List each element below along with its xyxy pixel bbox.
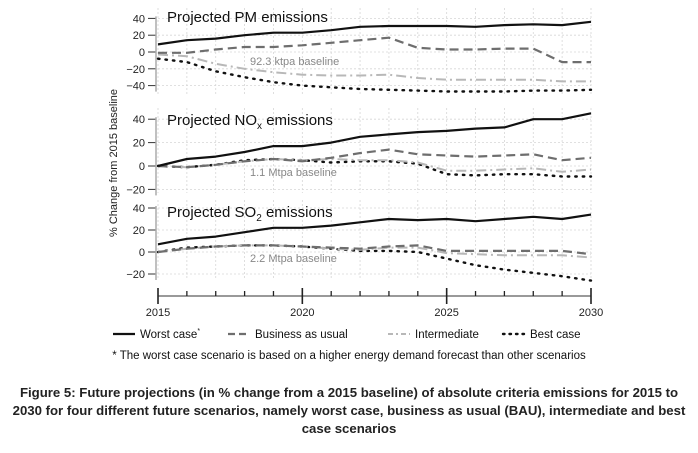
panel-3: 40 20 0 −20 Projected SO2 emissions 2.2 Mtpa …: [126, 200, 593, 282]
y-tick-label: 20: [133, 30, 145, 42]
legend: Worst case* Business as usual Intermediate…: [113, 328, 581, 341]
series-line-worst: [157, 20, 592, 46]
series-line-bau: [157, 148, 592, 169]
series-line-best: [156, 57, 593, 93]
panel-title: Projected NOx emissions: [167, 112, 333, 132]
x-axis: 2015 2020 2025 2030: [146, 288, 603, 319]
baseline-label: 1.1 Mtpa baseline: [250, 167, 337, 179]
panel-1: 40 20 0 −20 −40 Projected PM emissions 92.3 kt…: [126, 8, 593, 95]
x-tick-label: 2015: [146, 307, 170, 319]
y-tick-label: −20: [126, 184, 145, 196]
legend-label: Best case: [530, 329, 581, 341]
x-tick-label: 2025: [434, 307, 458, 319]
panel-title: Projected SO2 emissions: [167, 204, 333, 224]
legend-label: Intermediate: [415, 329, 479, 341]
y-tick-label: −20: [126, 269, 145, 281]
legend-label: Business as usual: [255, 329, 348, 341]
panel-2: 40 20 0 −20 Projected NOx emissions 1.1 Mtpa …: [126, 108, 593, 196]
series-line-best: [156, 157, 593, 178]
series-line-bau: [158, 36, 591, 64]
series-line-best: [156, 244, 593, 282]
y-tick-label: 0: [139, 47, 145, 59]
chart-panels: 40 20 0 −20 −40 Projected PM emissions 92.3 kt…: [126, 8, 593, 282]
x-tick-label: 2020: [290, 307, 314, 319]
y-tick-label: 40: [133, 13, 145, 25]
legend-label: Worst case*: [140, 328, 200, 341]
baseline-label: 92.3 ktpa baseline: [250, 56, 339, 68]
y-tick-label: −20: [126, 64, 145, 76]
series-line-bau: [157, 244, 592, 256]
series-line-intermediate: [157, 158, 592, 173]
series-line-worst: [157, 213, 592, 246]
y-tick-label: 0: [139, 161, 145, 173]
emissions-chart: 40 20 0 −20 −40 Projected PM emissions 92.3 kt…: [108, 8, 603, 341]
baseline-label: 2.2 Mtpa baseline: [250, 253, 337, 265]
legend-item-best: Best case: [501, 329, 581, 341]
panel-title: Projected PM emissions: [167, 9, 328, 26]
y-tick-label: −40: [126, 81, 145, 93]
x-tick-label: 2030: [579, 307, 603, 319]
y-tick-label: 40: [133, 114, 145, 126]
legend-item-bau: Business as usual: [228, 329, 348, 341]
y-tick-label: 20: [133, 225, 145, 237]
legend-item-intermediate: Intermediate: [388, 329, 479, 341]
y-axis-label: % Change from 2015 baseline: [108, 89, 120, 237]
y-tick-label: 0: [139, 247, 145, 259]
footnote: * The worst case scenario is based on a …: [112, 350, 586, 362]
y-tick-label: 20: [133, 138, 145, 150]
series-line-intermediate: [157, 244, 592, 259]
series-line-intermediate: [157, 53, 591, 83]
series-line-worst: [157, 112, 592, 168]
y-tick-label: 40: [133, 203, 145, 215]
legend-item-worst: Worst case*: [113, 328, 200, 341]
figure-caption: Figure 5: Future projections (in % chang…: [12, 385, 686, 436]
